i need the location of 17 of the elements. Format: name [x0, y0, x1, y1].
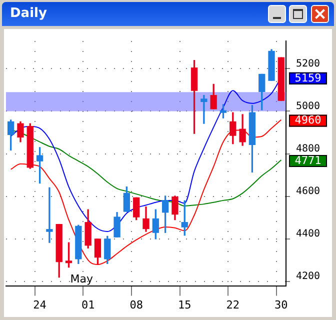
y-tick-label: 4400	[296, 228, 320, 240]
x-tick-label: 08	[130, 298, 143, 312]
y-tick-label: 5000	[296, 100, 320, 112]
data-label: 4771	[294, 154, 322, 167]
annotation: May	[70, 272, 94, 286]
x-tick-label: 01	[81, 298, 95, 312]
x-tick-label: 24	[33, 298, 47, 312]
x-tick-label: 22	[226, 298, 240, 312]
chart-title: Daily	[10, 6, 47, 21]
y-tick-label: 4600	[296, 186, 320, 197]
x-tick-label: 15	[178, 298, 192, 312]
data-label: 5159	[294, 71, 322, 84]
x-tick-label: 30	[274, 298, 288, 312]
data-label: 4960	[294, 114, 322, 127]
y-tick-label: 5200	[296, 58, 320, 70]
y-tick-label: 4200	[296, 271, 320, 282]
y-tick-label: 4800	[296, 143, 320, 154]
